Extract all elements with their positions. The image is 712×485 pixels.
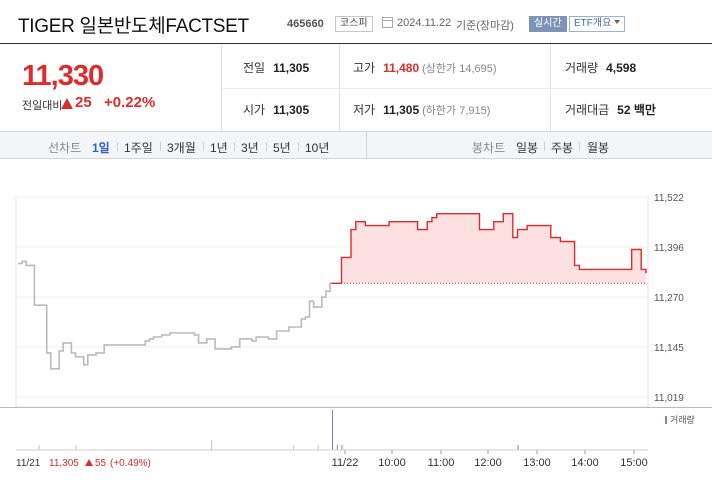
stat-value: 52 백만 bbox=[617, 103, 656, 117]
stat-value: 11,305 bbox=[273, 61, 310, 75]
x-tick-label: 11:00 bbox=[428, 457, 455, 469]
tab-separator bbox=[298, 142, 299, 151]
stat-high: 고가 11,480 (상한가 14,695) bbox=[353, 59, 497, 76]
volume-bar bbox=[332, 410, 333, 450]
tab-group-divider bbox=[366, 132, 367, 158]
x-tick-label: 11/22 bbox=[332, 457, 359, 469]
tab-monthly-candle[interactable]: 월봉 bbox=[587, 141, 610, 155]
x-tick-label: 15:00 bbox=[620, 457, 648, 469]
tab-1d[interactable]: 1일 bbox=[92, 141, 110, 155]
stat-prev-close: 전일 11,305 bbox=[243, 59, 309, 76]
x-tick-label: 10:00 bbox=[378, 457, 406, 469]
y-tick-label: 11,270 bbox=[654, 293, 684, 304]
prev-day-date: 11/21 bbox=[16, 458, 41, 469]
stats-separator bbox=[550, 44, 551, 131]
asof-status: 기준(장마감) bbox=[456, 20, 514, 32]
tab-1y[interactable]: 1년 bbox=[210, 141, 228, 155]
market-badge: 코스피 bbox=[335, 16, 373, 32]
lower-limit: (하한가 7,915) bbox=[422, 105, 491, 117]
realtime-button[interactable]: 실시간 bbox=[529, 16, 567, 32]
etf-overview-label: ETF개요 bbox=[574, 18, 612, 29]
y-tick-label: 11,019 bbox=[654, 393, 684, 404]
etf-overview-button[interactable]: ETF개요 bbox=[569, 16, 626, 32]
stat-label: 고가 bbox=[353, 61, 376, 75]
volume-bar bbox=[336, 445, 338, 450]
price-box: 11,330 전일대비 25 +0.22% bbox=[0, 44, 222, 131]
volume-bar bbox=[293, 445, 295, 450]
x-tick-label: 13:00 bbox=[523, 457, 551, 469]
y-tick-label: 11,145 bbox=[654, 343, 684, 354]
stat-value: 11,305 bbox=[273, 103, 310, 117]
y-tick-label: 11,522 bbox=[654, 193, 684, 204]
tab-separator bbox=[266, 142, 267, 151]
candle-chart-label: 봉차트 bbox=[472, 141, 506, 155]
ticker-code: 465660 bbox=[287, 18, 324, 30]
up-triangle-icon bbox=[61, 98, 73, 109]
chart-tabbar: 선차트 1일 1주일 3개월 1년 3년 5년 10년 봉차트 일봉 주봉 월봉 bbox=[0, 131, 712, 159]
header-divider bbox=[0, 43, 712, 44]
stat-volume: 거래량 4,598 bbox=[565, 59, 636, 76]
y-tick-label: 11,396 bbox=[654, 243, 684, 254]
stats-divider bbox=[222, 88, 712, 89]
tab-separator bbox=[160, 142, 161, 151]
tab-separator bbox=[203, 142, 204, 151]
tab-separator bbox=[579, 142, 580, 151]
tab-3y[interactable]: 3년 bbox=[241, 141, 259, 155]
stat-value: 11,305 bbox=[383, 103, 420, 117]
tab-10y[interactable]: 10년 bbox=[305, 141, 330, 155]
prev-day-up-icon bbox=[85, 459, 93, 466]
tab-weekly-candle[interactable]: 주봉 bbox=[551, 141, 574, 155]
tab-5y[interactable]: 5년 bbox=[273, 141, 291, 155]
price-chart-svg: 11,522 11,396 11,270 11,145 11,019 11/22 10:00… bbox=[0, 193, 712, 469]
header: TIGER 일본반도체FACTSET 465660 코스피 2024.11.22… bbox=[0, 0, 712, 44]
upper-limit: (상한가 14,695) bbox=[422, 63, 497, 75]
volume-legend-label: 거래량 bbox=[670, 414, 695, 425]
volume-bar bbox=[517, 445, 519, 450]
volume-bar bbox=[341, 445, 343, 450]
stat-label: 시가 bbox=[243, 103, 266, 117]
chevron-down-icon bbox=[614, 20, 621, 24]
stat-label: 전일 bbox=[243, 61, 266, 75]
volume-bar bbox=[38, 445, 40, 450]
tab-daily-candle[interactable]: 일봉 bbox=[516, 141, 539, 155]
tab-separator bbox=[117, 142, 118, 151]
today-area-fill bbox=[332, 213, 646, 284]
calendar-icon bbox=[382, 17, 393, 28]
stat-open: 시가 11,305 bbox=[243, 101, 309, 118]
stat-value: 4,598 bbox=[606, 61, 637, 75]
change-value: 25 bbox=[75, 94, 92, 111]
stat-label: 저가 bbox=[353, 103, 376, 117]
etf-title: TIGER 일본반도체FACTSET bbox=[18, 16, 249, 37]
tab-separator bbox=[234, 142, 235, 151]
tab-separator bbox=[544, 142, 545, 151]
stat-label: 거래대금 bbox=[565, 103, 610, 117]
change-label: 전일대비 bbox=[22, 100, 63, 112]
prev-day-close: 11,305 bbox=[49, 458, 79, 469]
x-tick-label: 12:00 bbox=[474, 457, 502, 469]
change-percent: +0.22% bbox=[104, 94, 156, 111]
today-series-line bbox=[332, 213, 647, 284]
current-price: 11,330 bbox=[22, 60, 104, 92]
stat-value: 11,480 bbox=[383, 61, 420, 75]
asof-date: 2024.11.22 bbox=[397, 17, 452, 29]
stat-low: 저가 11,305 (하한가 7,915) bbox=[353, 101, 490, 118]
stats-separator bbox=[339, 44, 340, 131]
volume-bar bbox=[210, 440, 212, 450]
prev-day-change: 55 bbox=[95, 458, 107, 469]
prev-day-series-line bbox=[18, 260, 331, 370]
line-chart-label: 선차트 bbox=[48, 141, 82, 155]
volume-legend-swatch bbox=[665, 416, 667, 424]
intraday-chart[interactable]: 11,522 11,396 11,270 11,145 11,019 11/22 10:00… bbox=[0, 160, 712, 485]
volume-bar bbox=[75, 445, 77, 450]
stat-label: 거래량 bbox=[565, 61, 599, 75]
x-tick-label: 14:00 bbox=[571, 457, 599, 469]
tab-3m[interactable]: 3개월 bbox=[167, 141, 196, 155]
stat-trade-value: 거래대금 52 백만 bbox=[565, 101, 656, 118]
volume-bar bbox=[317, 445, 319, 450]
plot-frame bbox=[15, 196, 649, 408]
prev-day-change-pct: (+0.49%) bbox=[110, 458, 151, 469]
tab-1w[interactable]: 1주일 bbox=[124, 141, 153, 155]
volume-divider bbox=[0, 407, 712, 408]
